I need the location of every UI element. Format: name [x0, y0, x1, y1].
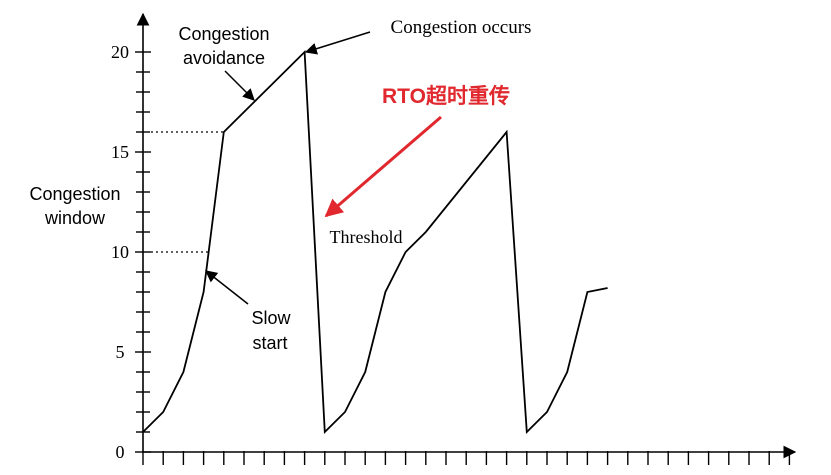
- y-axis-tick-labels: 0 5 10 15 20: [111, 42, 129, 462]
- annotation-rto: RTO超时重传: [382, 85, 510, 108]
- annotation-threshold: Threshold: [330, 227, 403, 247]
- y-axis-label-line2: window: [44, 208, 106, 228]
- y-tick-label: 0: [116, 442, 125, 462]
- y-axis-ticks: [135, 51, 151, 453]
- annotation-slow-start-line2: start: [252, 333, 287, 353]
- annotation-congestion-occurs-arrow: [304, 31, 371, 55]
- annotation-slow-start-line1: Slow: [251, 308, 291, 328]
- series-line: [142, 49, 608, 435]
- annotation-congestion-avoidance-line2: avoidance: [183, 48, 265, 68]
- annotation-congestion-avoidance-arrow: [224, 70, 255, 101]
- y-tick-label: 15: [111, 142, 129, 162]
- y-tick-label: 10: [111, 242, 129, 262]
- threshold-lines: [151, 131, 224, 253]
- series-lines: [142, 49, 608, 435]
- y-axis-label-line1: Congestion: [29, 184, 120, 204]
- annotation-congestion-occurs: Congestion occurs: [391, 17, 532, 38]
- annotation-rto-arrow: [324, 115, 442, 218]
- annotation-congestion-avoidance-line1: Congestion: [178, 24, 269, 44]
- y-tick-label: 20: [111, 42, 129, 62]
- y-tick-label: 5: [116, 342, 125, 362]
- x-axis-ticks: [142, 451, 791, 465]
- axes: [136, 12, 797, 459]
- annotation-slow-start-arrow: [205, 270, 249, 305]
